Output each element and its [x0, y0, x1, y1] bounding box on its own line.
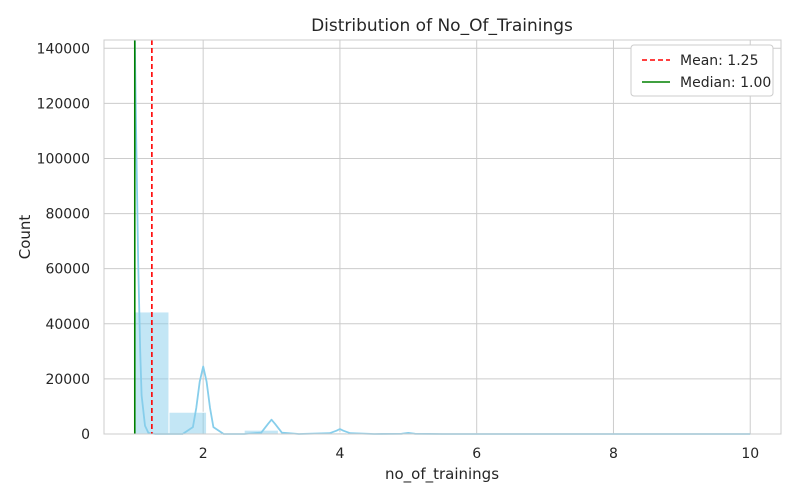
legend-median-label: Median: 1.00 — [680, 75, 771, 91]
y-tick-label: 60000 — [45, 262, 90, 278]
x-axis-label: no_of_trainings — [385, 465, 499, 484]
y-tick-label: 120000 — [37, 96, 90, 112]
x-tick-label: 10 — [741, 446, 759, 462]
kde-curve — [133, 39, 751, 435]
x-tick-label: 4 — [335, 446, 344, 462]
y-tick-label: 40000 — [45, 317, 90, 333]
reference-lines — [133, 40, 153, 434]
y-tick-label: 0 — [81, 427, 90, 443]
y-axis-label: Count — [16, 215, 34, 260]
kde-curve-group — [133, 39, 751, 435]
y-tick-label: 100000 — [37, 151, 90, 167]
legend-box — [630, 44, 774, 97]
x-tick-label: 2 — [199, 446, 208, 462]
y-tick-label: 80000 — [45, 207, 90, 223]
histogram-bars — [134, 311, 758, 435]
y-tick-label: 140000 — [37, 41, 90, 57]
legend-mean-label: Mean: 1.25 — [680, 53, 758, 69]
plot-frame — [103, 39, 782, 435]
tick-labels: 2 4 6 8 10 0 20000 40000 60000 80000 100000 120000 1… — [37, 41, 760, 462]
chart-title: Distribution of No_Of_Trainings — [311, 16, 573, 36]
x-tick-label: 8 — [609, 446, 618, 462]
x-tick-label: 6 — [472, 446, 481, 462]
y-tick-label: 20000 — [45, 372, 90, 388]
legend: Mean: 1.25 Median: 1.00 — [630, 44, 774, 97]
